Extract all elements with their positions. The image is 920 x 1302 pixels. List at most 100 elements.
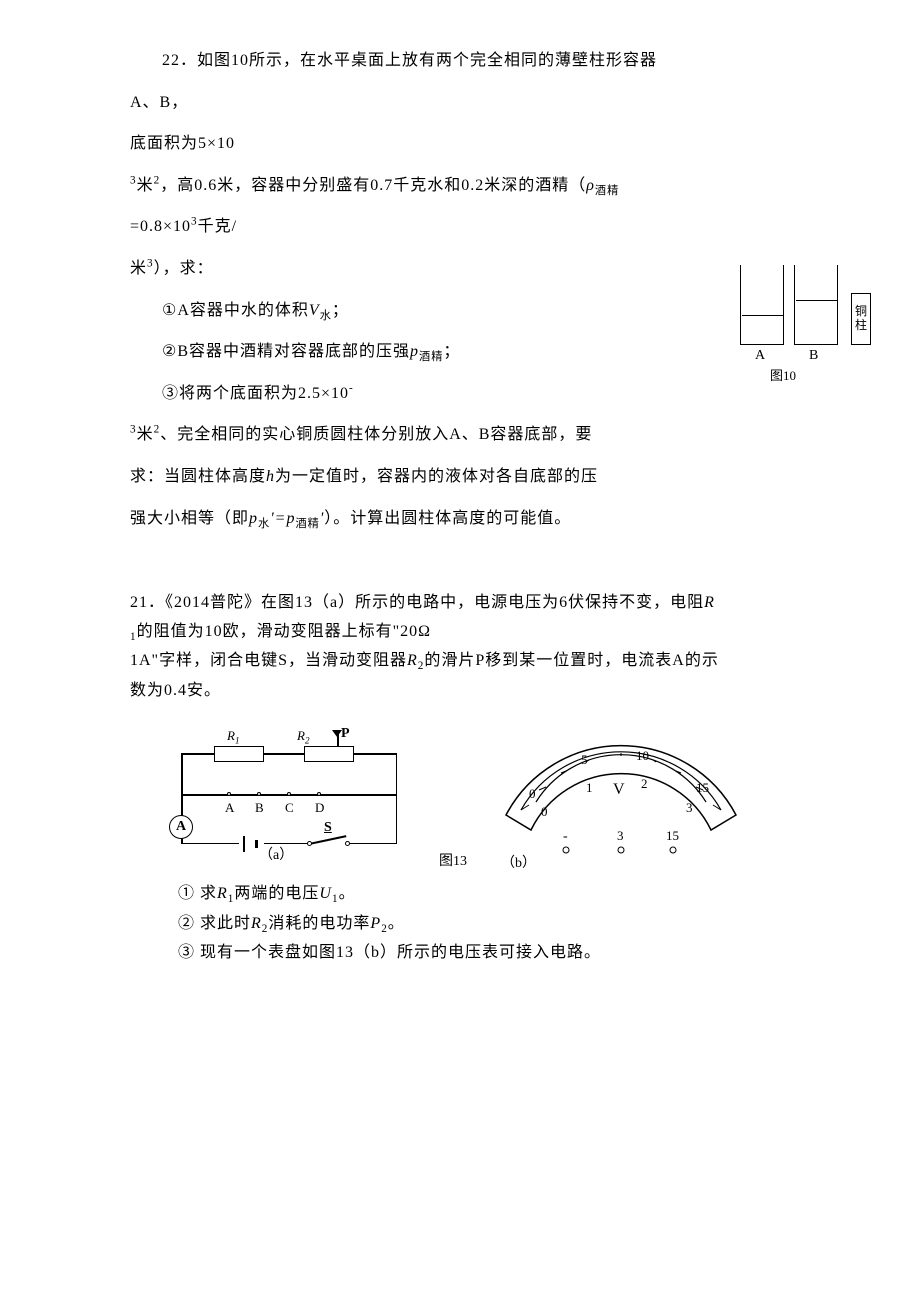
vm-10: 10	[636, 748, 649, 763]
term-15: 15	[666, 828, 679, 843]
q22-line3: 3米2，高0.6米，容器中分别盛有0.7千克水和0.2米深的酒精（ρ酒精=0.8…	[130, 165, 670, 248]
node-a-label: A	[225, 800, 234, 816]
vm-2: 2	[641, 776, 648, 791]
tube-b	[794, 265, 838, 345]
q21r1s: 1	[130, 631, 137, 643]
ammeter: A	[169, 815, 193, 839]
qs1a: ① 求	[178, 885, 217, 902]
fig10-caption: 图10	[770, 365, 796, 384]
s3j: ）。计算出圆柱体高度的可能值。	[324, 510, 571, 527]
qs2a: ② 求此时	[178, 915, 251, 932]
node-b-label: B	[255, 800, 264, 816]
s3i: 强大小相等（即	[130, 510, 249, 527]
q21r2: R	[407, 652, 418, 669]
s1e: ；	[332, 302, 349, 319]
vm-0-outer: 0	[529, 786, 536, 801]
resistor-r1	[214, 746, 264, 762]
qs2ps: 2	[381, 923, 388, 935]
t4a: 米	[130, 260, 147, 277]
rho: ρ	[586, 177, 595, 194]
t3e: ，高0.6米，容器中分别盛有0.7千克水和0.2米深的酒精（	[160, 177, 586, 194]
q22-sub2: ②B容器中酒精对容器底部的压强p酒精；	[130, 331, 670, 373]
q21-line1: 21．《2014普陀》在图13（a）所示的电路中，电源电压为6伏保持不变，电阻R	[130, 589, 790, 618]
s3c: 米	[137, 426, 154, 443]
q21r: R	[704, 594, 715, 611]
q22-sub3d: 强大小相等（即p水'=p酒精'）。计算出圆柱体高度的可能值。	[130, 498, 670, 540]
q22-sub3b: 3米2、完全相同的实心铜质圆柱体分别放入A、B容器底部，要	[130, 414, 670, 456]
q21-sub2: ② 求此时R2消耗的电功率P2。	[130, 910, 790, 939]
q22-sub1: ①A容器中水的体积V水；	[130, 290, 670, 332]
figure-10: 铜柱 A B 图10	[735, 265, 875, 365]
s3p1: p	[249, 510, 258, 527]
s3a: ③将两个底面积为2.5×10	[162, 385, 349, 402]
qs1e: 。	[339, 885, 356, 902]
vm-5: 5	[581, 752, 588, 767]
fig10-label-a: A	[755, 348, 765, 364]
q22-line1: 22．如图10所示，在水平桌面上放有两个完全相同的薄壁柱形容器A、B，	[130, 40, 670, 123]
q21-line3: 1A"字样，闭合电键S，当滑动变阻器R2的滑片P移到某一位置时，电流表A的示	[130, 647, 790, 676]
s3p1p: '=	[270, 510, 286, 527]
resistor-r2	[304, 746, 354, 762]
t3h: 千克/	[198, 218, 237, 235]
s3p2s: 酒精	[295, 518, 319, 530]
q21l3: 1A"字样，闭合电键S，当滑动变阻器	[130, 652, 407, 669]
vm-1: 1	[586, 780, 593, 795]
node-d-label: D	[315, 800, 324, 816]
q21-line4: 数为0.4安。	[130, 677, 790, 706]
q22-line2: 底面积为5×10	[130, 123, 670, 165]
rhosub: 酒精	[595, 185, 619, 197]
q21l3b: 的滑片P移到某一位置时，电流表A的示	[424, 652, 718, 669]
t4b: ），求：	[154, 260, 214, 277]
copper-column: 铜柱	[851, 293, 871, 345]
q21n: 21．	[130, 594, 165, 611]
s3h: h	[266, 468, 275, 485]
vm-3: 3	[686, 800, 693, 815]
qs1r: R	[217, 885, 228, 902]
node-c-label: C	[285, 800, 294, 816]
r1-label: R1	[227, 728, 240, 746]
term-neg: -	[563, 829, 568, 844]
q22-num: 22．	[162, 52, 197, 69]
q21l1: 《2014普陀》在图13（a）所示的电路中，电源电压为6伏保持不变，电阻	[165, 594, 704, 611]
s1vs: 水	[320, 310, 332, 322]
vm-v: V	[613, 781, 625, 798]
qs1b: 两端的电压	[234, 885, 319, 902]
q21l2: 的阻值为10欧，滑动变阻器上标有"20Ω	[137, 623, 431, 640]
t3f: =0.8×10	[130, 218, 191, 235]
s2e: ；	[443, 343, 460, 360]
vm-0-inner: 0	[541, 804, 548, 819]
q22-line4: 米3），求：	[130, 248, 670, 290]
circuit-caption: （a）	[259, 844, 293, 864]
s3f: 求：当圆柱体高度	[130, 468, 266, 485]
exp3: 3	[130, 174, 137, 186]
q22-sub3c: 求：当圆柱体高度h为一定值时，容器内的液体对各自底部的压	[130, 456, 670, 498]
q21-sub3: ③ 现有一个表盘如图13（b）所示的电压表可接入电路。	[130, 939, 790, 968]
tube-b-level	[796, 300, 837, 301]
fig13-caption: 图13	[439, 850, 467, 870]
r2-label: R2	[297, 728, 310, 746]
qs2b: 消耗的电功率	[268, 915, 370, 932]
s1a: ①A容器中水的体积	[162, 302, 309, 319]
circuit-diagram: R1 R2 P A B C D A S （a）	[159, 720, 419, 870]
s2a: ②B容器中酒精对容器底部的压强	[162, 343, 410, 360]
q21-sub1: ① 求R1两端的电压U1。	[130, 880, 790, 909]
s1v: V	[309, 302, 320, 319]
q21-line2: 1的阻值为10欧，滑动变阻器上标有"20Ω	[130, 618, 790, 647]
s3x: -	[349, 382, 354, 394]
s2p: p	[410, 343, 419, 360]
voltmeter-diagram: 0 5 10 15 0 1 2 3 V - 3 15 （b）	[481, 720, 761, 870]
t4e: 3	[147, 258, 154, 270]
vm-15: 15	[696, 780, 709, 795]
mi: 米	[137, 177, 154, 194]
qs2e: 。	[388, 915, 405, 932]
tube-a	[740, 265, 784, 345]
s2ps: 酒精	[419, 351, 443, 363]
tube-a-level	[742, 315, 783, 316]
qs2p: P	[370, 915, 381, 932]
switch-label: S	[324, 820, 332, 836]
voltmeter-caption: （b）	[501, 852, 536, 872]
qs1us: 1	[332, 894, 339, 906]
s3p1s: 水	[258, 518, 270, 530]
s3g: 为一定值时，容器内的液体对各自底部的压	[275, 468, 598, 485]
t3g: 3	[191, 216, 198, 228]
